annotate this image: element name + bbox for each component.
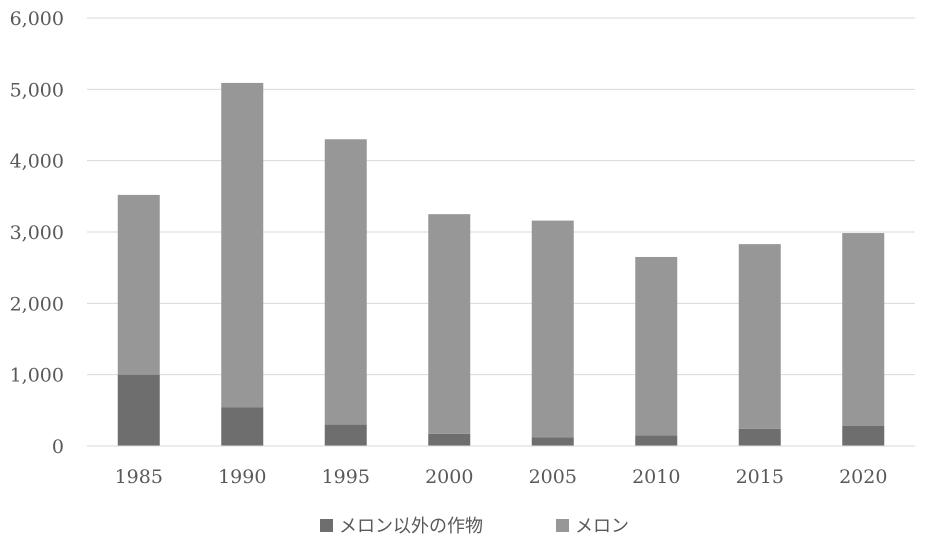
legend-swatch: [320, 519, 333, 532]
legend-swatch: [556, 519, 569, 532]
bar-melon: [635, 256, 678, 436]
bar-melon: [531, 220, 574, 438]
x-tick-label: 2020: [839, 466, 887, 488]
bar-melon: [117, 194, 160, 375]
x-tick-label: 2010: [632, 466, 680, 488]
gridlines: [87, 17, 915, 376]
y-tick-label: 3,000: [10, 222, 64, 244]
y-axis-tick-labels: 0 1,000 2,000 3,000 4,000 5,000 6,000: [10, 8, 64, 458]
y-tick-label: 1,000: [10, 365, 64, 387]
bar-melon: [428, 214, 471, 434]
bar-melon: [738, 244, 781, 429]
y-tick-label: 4,000: [10, 151, 64, 173]
bar-melon: [842, 233, 885, 426]
legend-label: メロン以外の作物: [339, 516, 483, 537]
bar-other-crops: [117, 374, 160, 446]
legend: メロン以外の作物 メロン: [320, 516, 629, 537]
bar-other-crops: [842, 425, 885, 446]
x-tick-label: 1995: [322, 466, 370, 488]
bar-other-crops: [428, 433, 471, 446]
y-tick-label: 5,000: [10, 79, 64, 101]
bar-other-crops: [635, 435, 678, 446]
y-tick-label: 2,000: [10, 293, 64, 315]
x-tick-label: 2005: [529, 466, 577, 488]
bar-melon: [221, 82, 264, 408]
x-axis-tick-labels: 1985 1990 1995 2000 2005 2010 2015 2020: [115, 466, 888, 488]
y-tick-label: 6,000: [10, 8, 64, 30]
x-tick-label: 2000: [425, 466, 473, 488]
bar-other-crops: [738, 428, 781, 446]
bar-other-crops: [324, 424, 367, 446]
bar-other-crops: [221, 407, 264, 446]
bar-other-crops: [531, 437, 574, 446]
y-tick-label: 0: [52, 436, 64, 458]
bars: [117, 82, 885, 446]
bar-melon: [324, 139, 367, 425]
legend-label: メロン: [575, 516, 629, 537]
x-tick-label: 1985: [115, 466, 163, 488]
x-tick-label: 2015: [736, 466, 784, 488]
x-tick-label: 1990: [218, 466, 266, 488]
